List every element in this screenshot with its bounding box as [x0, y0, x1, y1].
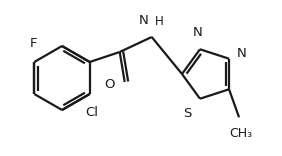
Text: H: H [155, 15, 164, 28]
Text: O: O [104, 78, 115, 92]
Text: N: N [193, 26, 203, 39]
Text: S: S [184, 107, 192, 120]
Text: F: F [30, 37, 37, 50]
Text: Cl: Cl [85, 106, 98, 119]
Text: CH₃: CH₃ [230, 127, 253, 140]
Text: N: N [139, 14, 149, 27]
Text: N: N [237, 47, 247, 60]
